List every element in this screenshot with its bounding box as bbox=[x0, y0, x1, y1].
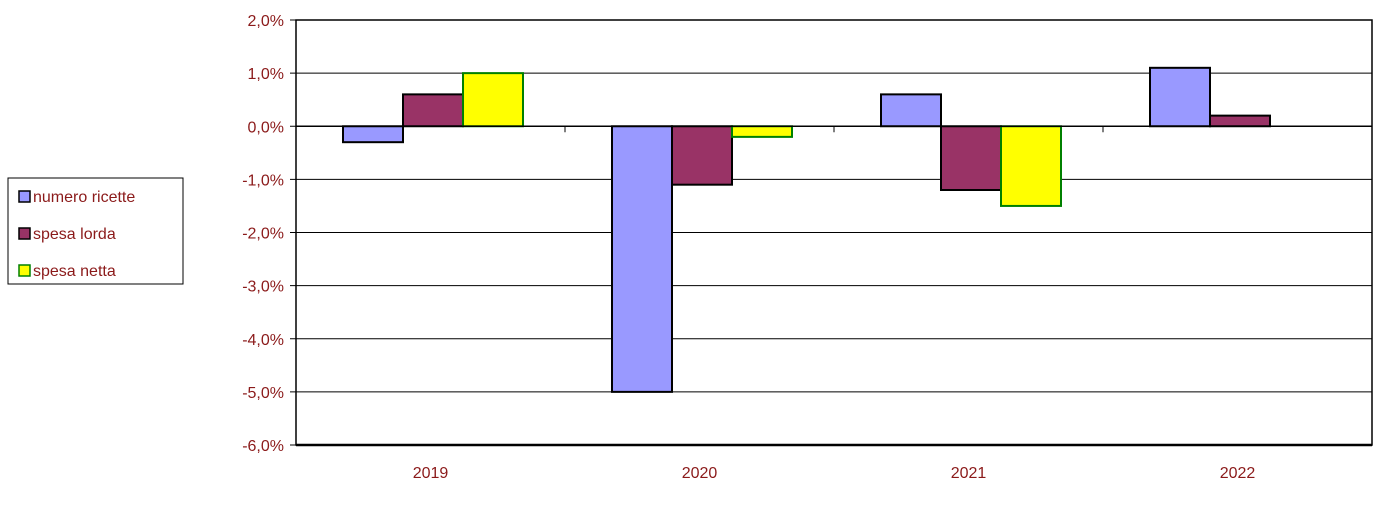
bar-spesa-netta-2020 bbox=[731, 125, 793, 138]
y-tick-label: -1,0% bbox=[242, 172, 284, 189]
y-tick-label: -5,0% bbox=[242, 385, 284, 402]
x-tick-label: 2021 bbox=[951, 465, 987, 482]
bar-spesa-netta-2021 bbox=[1000, 125, 1062, 207]
y-tick-label: -2,0% bbox=[242, 226, 284, 243]
y-tick-label: 2,0% bbox=[248, 13, 284, 30]
y-tick-label: 1,0% bbox=[248, 66, 284, 83]
x-tick-label: 2019 bbox=[413, 465, 449, 482]
axes: 2,0% 1,0% 0,0% -1,0% -2,0% -3,0% -4,0% -5,0% -6,… bbox=[242, 13, 1373, 482]
legend-label: numero ricette bbox=[33, 189, 135, 206]
bar-spesa-netta-2019 bbox=[462, 72, 524, 128]
bar-spesa-lorda-2020 bbox=[671, 125, 733, 186]
legend-label: spesa lorda bbox=[33, 226, 116, 243]
y-tick-label: 0,0% bbox=[248, 119, 284, 136]
x-tick-label: 2022 bbox=[1220, 465, 1256, 482]
y-tick-label: -6,0% bbox=[242, 438, 284, 455]
bar-spesa-lorda-2019 bbox=[402, 93, 464, 128]
bars bbox=[342, 66, 1271, 393]
bar-numero-ricette-2020 bbox=[611, 125, 673, 393]
legend-swatch-spesa-lorda bbox=[18, 227, 31, 240]
x-tick-label: 2020 bbox=[682, 465, 718, 482]
y-tick-label: -4,0% bbox=[242, 332, 284, 349]
legend-label: spesa netta bbox=[33, 263, 116, 280]
legend-swatch-numero-ricette bbox=[18, 190, 31, 203]
bar-numero-ricette-2019 bbox=[342, 125, 404, 144]
legend: numero ricette spesa lorda spesa netta bbox=[7, 177, 184, 285]
legend-box bbox=[7, 177, 184, 285]
bar-numero-ricette-2021 bbox=[880, 93, 942, 128]
bar-spesa-lorda-2021 bbox=[940, 125, 1002, 191]
y-tick-label: -3,0% bbox=[242, 279, 284, 296]
bar-numero-ricette-2022 bbox=[1149, 66, 1211, 128]
legend-swatch-spesa-netta bbox=[18, 264, 31, 277]
bar-spesa-lorda-2022 bbox=[1209, 114, 1271, 128]
